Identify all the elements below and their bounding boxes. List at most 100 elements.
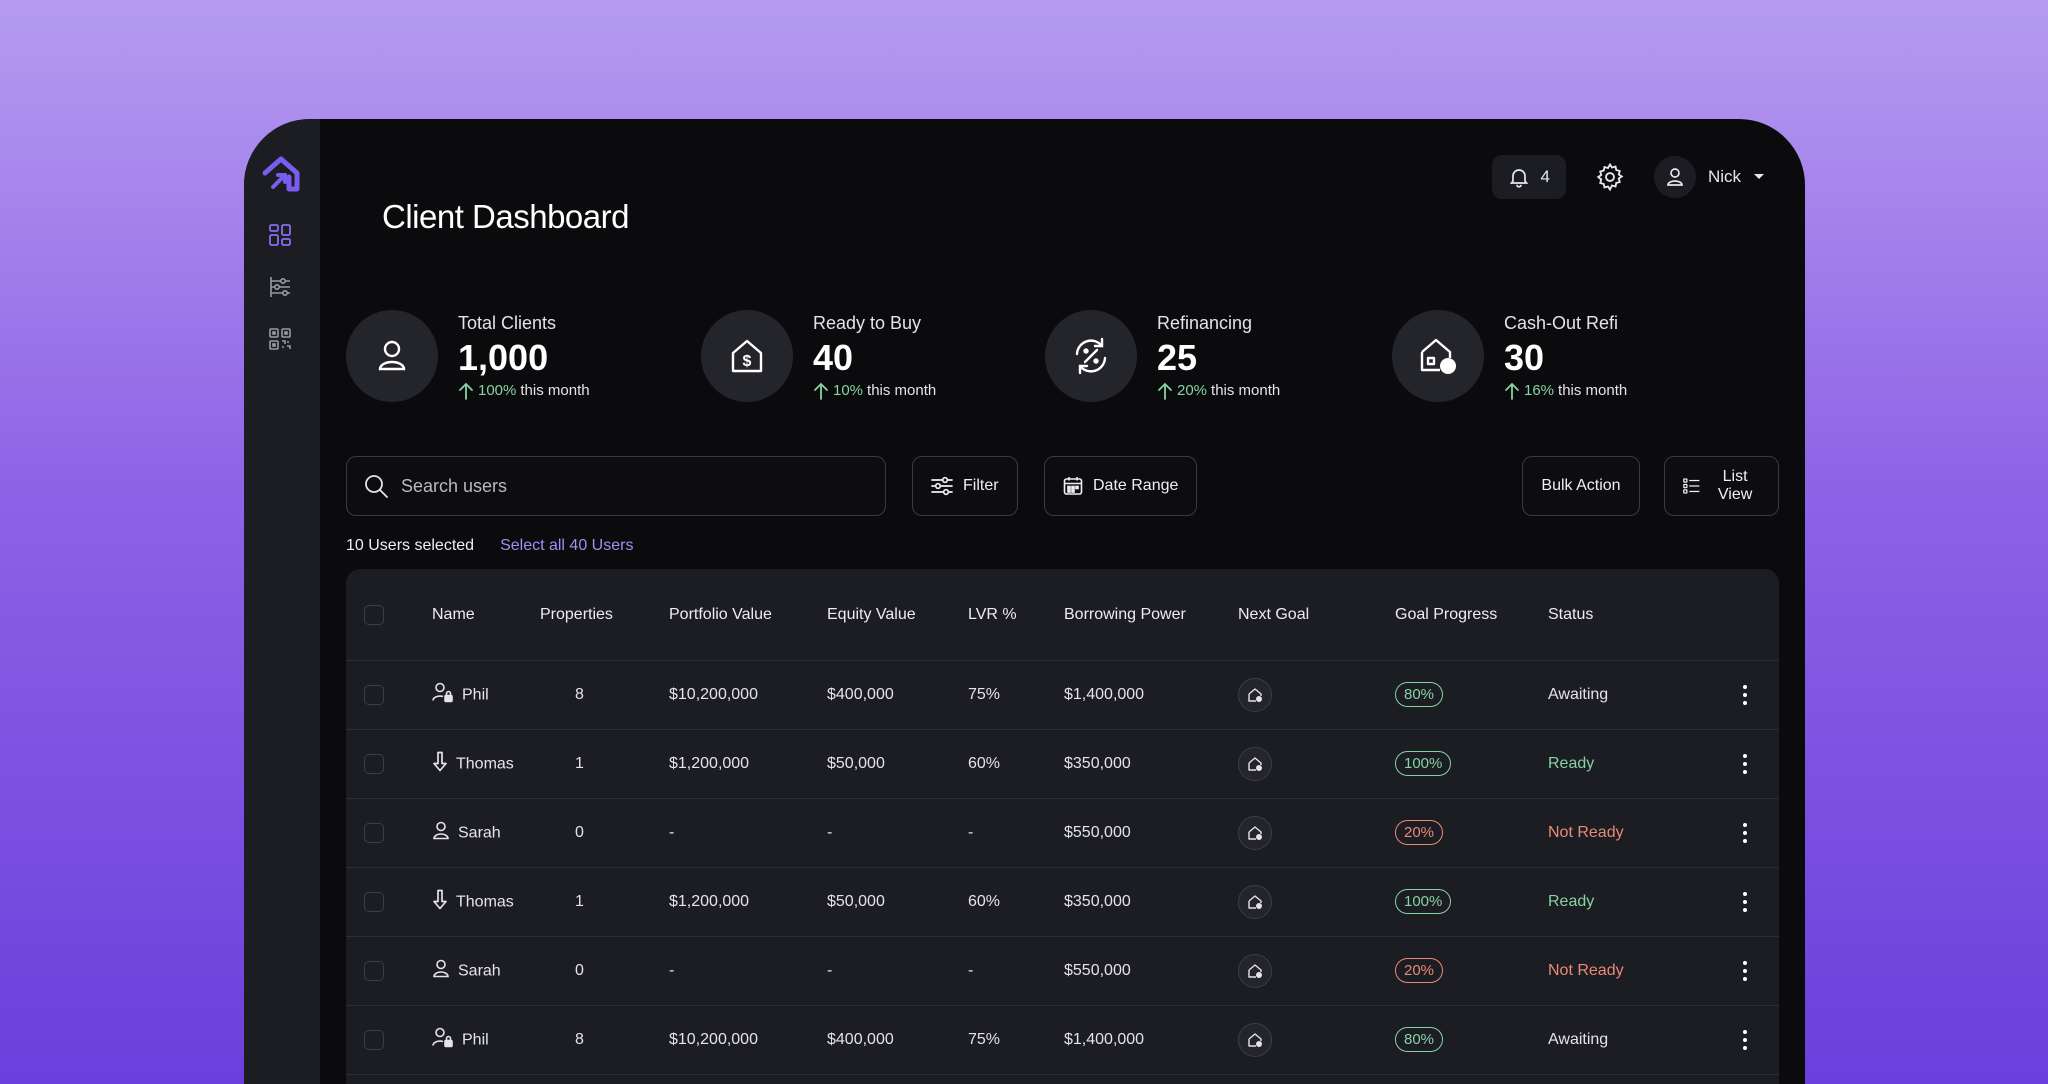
borrowing-power: $1,400,000 [1064, 1031, 1145, 1048]
column-header-lvr[interactable]: LVR % [968, 605, 1017, 623]
properties-count: 0 [575, 962, 584, 979]
status-badge: Not Ready [1548, 962, 1624, 979]
column-header-properties[interactable]: Properties [540, 605, 613, 623]
sliders-icon[interactable] [269, 276, 291, 303]
app-logo-icon[interactable] [261, 155, 301, 198]
svg-text:$: $ [1445, 360, 1452, 374]
column-header-next-goal[interactable]: Next Goal [1238, 605, 1310, 623]
selection-bar: 10 Users selected Select all 40 Users [346, 537, 633, 555]
table-row[interactable]: Sarah 0 - - - $550,000 20% Not Ready [346, 799, 1779, 868]
goal-progress: 80% [1395, 682, 1444, 707]
equity-value: $50,000 [827, 893, 885, 910]
client-name[interactable]: Thomas [456, 893, 514, 910]
table-row[interactable]: Phil 8 $10,200,000 $400,000 75% $1,400,0… [346, 661, 1779, 730]
column-header-equity-value[interactable]: Equity Value [827, 605, 916, 623]
row-more-menu[interactable] [1740, 685, 1750, 705]
stat-delta: 20% this month [1157, 382, 1280, 400]
svg-text:$: $ [743, 353, 752, 370]
row-more-menu[interactable] [1740, 1030, 1750, 1050]
refresh-percent-icon [1045, 310, 1137, 402]
row-checkbox[interactable] [364, 754, 384, 774]
date-range-button[interactable]: Date Range [1044, 456, 1198, 516]
lvr-value: 60% [968, 755, 1001, 772]
arrow-up-icon [459, 382, 473, 400]
column-header-portfolio-value[interactable]: Portfolio Value [669, 605, 772, 623]
kebab-menu-icon [1740, 961, 1750, 981]
list-view-button[interactable]: List View [1664, 456, 1779, 516]
client-name-cell: Phil [432, 682, 489, 709]
row-checkbox[interactable] [364, 892, 384, 912]
settings-button[interactable] [1594, 161, 1626, 193]
notifications-button[interactable]: 4 [1492, 155, 1566, 199]
row-more-menu[interactable] [1740, 754, 1750, 774]
dashboard-grid-icon[interactable] [269, 224, 291, 251]
table-row[interactable]: Thomas 1 $1,200,000 $50,000 60% $350,000… [346, 868, 1779, 937]
sidebar [244, 119, 320, 1084]
stat-delta: 100% this month [458, 382, 590, 400]
lvr-value: 75% [968, 1031, 1001, 1048]
toolbar: Filter Date Range Bulk Action Li [346, 456, 1779, 516]
bulk-action-button[interactable]: Bulk Action [1522, 456, 1640, 516]
column-header-borrowing-power[interactable]: Borrowing Power [1064, 605, 1186, 623]
borrowing-power: $1,400,000 [1064, 686, 1145, 703]
client-name[interactable]: Sarah [458, 824, 501, 841]
notification-count: 4 [1540, 167, 1550, 186]
next-goal-button[interactable] [1238, 954, 1272, 988]
table-row[interactable]: Sarah 0 - - - $550,000 20% Not Ready [346, 937, 1779, 1006]
filter-button[interactable]: Filter [912, 456, 1018, 516]
status-badge: Not Ready [1548, 824, 1624, 841]
row-checkbox[interactable] [364, 1030, 384, 1050]
row-checkbox[interactable] [364, 685, 384, 705]
client-name[interactable]: Thomas [456, 755, 514, 772]
portfolio-value: $10,200,000 [669, 686, 758, 703]
row-more-menu[interactable] [1740, 892, 1750, 912]
row-checkbox[interactable] [364, 823, 384, 843]
goal-progress: 100% [1395, 751, 1452, 776]
house-dollar-icon: $ [701, 310, 793, 402]
equity-value: $50,000 [827, 755, 885, 772]
arrow-down-icon [432, 889, 448, 916]
next-goal-button[interactable] [1238, 816, 1272, 850]
user-icon [1667, 168, 1683, 186]
borrowing-power: $550,000 [1064, 824, 1131, 841]
qr-code-icon[interactable] [269, 328, 291, 355]
select-all-link[interactable]: Select all 40 Users [500, 537, 634, 554]
client-name-cell: Thomas [432, 889, 514, 916]
user-name: Nick [1707, 167, 1741, 186]
kebab-menu-icon [1740, 892, 1750, 912]
status-badge: Awaiting [1548, 1031, 1609, 1048]
arrow-up-icon [1505, 382, 1519, 400]
stat-value: 1,000 [458, 336, 549, 378]
stat-delta: 16% this month [1504, 382, 1627, 400]
properties-count: 8 [575, 1031, 584, 1048]
table-body: Phil 8 $10,200,000 $400,000 75% $1,400,0… [346, 661, 1779, 1075]
search-box[interactable] [346, 456, 886, 516]
next-goal-button[interactable] [1238, 885, 1272, 919]
stat-value: 30 [1504, 336, 1545, 378]
search-input[interactable] [401, 475, 869, 497]
house-goal-icon [1238, 954, 1272, 988]
next-goal-button[interactable] [1238, 678, 1272, 712]
column-header-goal-progress[interactable]: Goal Progress [1395, 605, 1498, 623]
select-all-checkbox[interactable] [364, 604, 384, 625]
row-more-menu[interactable] [1740, 961, 1750, 981]
user-menu[interactable]: Nick [1653, 156, 1765, 198]
client-name[interactable]: Sarah [458, 962, 501, 979]
stat-refinancing: Refinancing 25 20% this month [1045, 310, 1280, 402]
row-more-menu[interactable] [1740, 823, 1750, 843]
row-checkbox[interactable] [364, 961, 384, 981]
gear-icon [1596, 162, 1624, 192]
table-row[interactable]: Phil 8 $10,200,000 $400,000 75% $1,400,0… [346, 1006, 1779, 1075]
client-name[interactable]: Phil [462, 686, 489, 703]
client-name[interactable]: Phil [462, 1031, 489, 1048]
portfolio-value: $1,200,000 [669, 755, 750, 772]
equity-value: - [827, 824, 833, 841]
table-row[interactable]: Thomas 1 $1,200,000 $50,000 60% $350,000… [346, 730, 1779, 799]
clients-table: Name Properties Portfolio Value Equity V… [346, 569, 1779, 1084]
next-goal-button[interactable] [1238, 1023, 1272, 1057]
next-goal-button[interactable] [1238, 747, 1272, 781]
column-header-status[interactable]: Status [1548, 605, 1594, 623]
house-goal-icon [1238, 678, 1272, 712]
properties-count: 1 [575, 755, 584, 772]
column-header-name[interactable]: Name [432, 605, 475, 623]
